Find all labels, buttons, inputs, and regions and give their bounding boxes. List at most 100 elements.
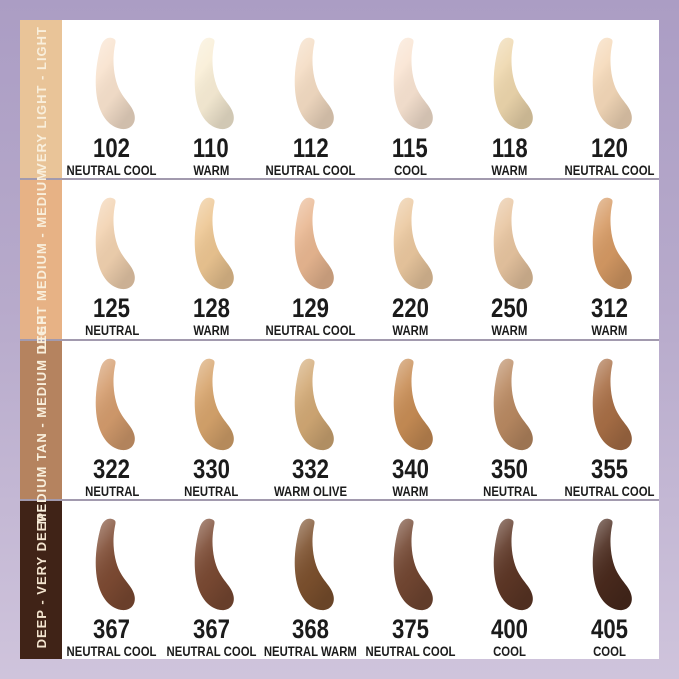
swatch-cell: 115 COOL	[361, 20, 461, 178]
shade-undertone: NEUTRAL COOL	[564, 163, 655, 179]
concealer-swoosh-icon	[294, 37, 334, 130]
swatch-cell: 120 NEUTRAL COOL	[560, 20, 660, 178]
shade-undertone: NEUTRAL COOL	[66, 643, 157, 659]
shade-number: 332	[292, 453, 330, 484]
shade-undertone: NEUTRAL COOL	[265, 323, 356, 339]
shade-number: 330	[192, 453, 230, 484]
concealer-swoosh-icon	[493, 518, 533, 610]
swatch-cell: 112 NEUTRAL COOL	[261, 20, 361, 178]
swatch-cell: 368 NEUTRAL WARM	[261, 501, 361, 659]
shade-number: 400	[491, 613, 529, 644]
row-swatches: 322 NEUTRAL 330 NEUTRAL 332 WARM OLIVE 3…	[62, 341, 659, 499]
concealer-swoosh-icon	[95, 358, 135, 450]
swatch-cell: 129 NEUTRAL COOL	[261, 180, 361, 338]
swatch-cell: 118 WARM	[460, 20, 560, 178]
shade-undertone: COOL	[393, 163, 427, 179]
swatch-cell: 125 NEUTRAL	[62, 180, 162, 338]
concealer-swoosh-icon	[194, 518, 235, 610]
concealer-swoosh-icon	[95, 197, 135, 290]
shade-undertone: WARM OLIVE	[274, 483, 348, 499]
shade-undertone: WARM	[392, 483, 429, 499]
shade-number: 355	[590, 453, 628, 484]
concealer-swoosh-icon	[592, 37, 633, 130]
shade-number: 115	[392, 133, 429, 164]
row-swatches: 102 NEUTRAL COOL 110 WARM 112 NEUTRAL CO…	[62, 20, 659, 178]
swatch-cell: 405 COOL	[560, 501, 660, 659]
swatch-cell: 355 NEUTRAL COOL	[560, 341, 660, 499]
shade-number: 322	[93, 453, 131, 484]
row-sidebar: MEDIUM TAN - MEDIUM DEEP	[20, 315, 62, 524]
shade-undertone: NEUTRAL COOL	[166, 643, 257, 659]
shade-number: 125	[93, 293, 131, 324]
row-sidebar: DEEP - VERY DEEP	[20, 500, 62, 659]
shade-undertone: WARM	[392, 323, 429, 339]
shade-number: 368	[292, 613, 330, 644]
concealer-swoosh-icon	[592, 518, 633, 610]
shade-number: 102	[93, 133, 131, 164]
swatch-cell: 400 COOL	[460, 501, 560, 659]
concealer-swoosh-icon	[194, 37, 235, 130]
shade-undertone: NEUTRAL	[184, 483, 239, 499]
swatch-cell: 128 WARM	[162, 180, 262, 338]
swatch-cell: 350 NEUTRAL	[460, 341, 560, 499]
shade-undertone: WARM	[491, 323, 528, 339]
shade-number: 367	[93, 613, 131, 644]
swatch-cell: 332 WARM OLIVE	[261, 341, 361, 499]
concealer-swoosh-icon	[393, 358, 434, 450]
concealer-swoosh-icon	[393, 197, 434, 290]
swatch-cell: 220 WARM	[361, 180, 461, 338]
swatch-cell: 322 NEUTRAL	[62, 341, 162, 499]
shade-number: 405	[590, 613, 628, 644]
row-label: VERY LIGHT - LIGHT	[33, 26, 49, 173]
swatch-cell: 367 NEUTRAL COOL	[162, 501, 262, 659]
swatch-cell: 110 WARM	[162, 20, 262, 178]
shade-undertone: NEUTRAL COOL	[66, 163, 157, 179]
concealer-swoosh-icon	[493, 197, 533, 290]
concealer-swoosh-icon	[95, 37, 135, 130]
swatch-cell: 375 NEUTRAL COOL	[361, 501, 461, 659]
concealer-swoosh-icon	[393, 518, 434, 610]
swatch-cell: 102 NEUTRAL COOL	[62, 20, 162, 178]
shade-number: 250	[491, 293, 529, 324]
shade-row: VERY LIGHT - LIGHT 102 NEUTRAL COOL 110 …	[20, 20, 659, 181]
shade-number: 110	[193, 133, 230, 164]
concealer-swoosh-icon	[493, 358, 533, 450]
concealer-swoosh-icon	[294, 518, 334, 610]
shade-number: 312	[590, 293, 628, 324]
shade-undertone: WARM	[491, 163, 528, 179]
shade-chart: VERY LIGHT - LIGHT 102 NEUTRAL COOL 110 …	[20, 20, 659, 659]
concealer-swoosh-icon	[194, 197, 235, 290]
shade-number: 129	[292, 293, 330, 324]
swatch-cell: 250 WARM	[460, 180, 560, 338]
concealer-swoosh-icon	[393, 37, 434, 130]
shade-number: 340	[391, 453, 429, 484]
swatch-cell: 330 NEUTRAL	[162, 341, 262, 499]
swatch-cell: 340 WARM	[361, 341, 461, 499]
row-swatches: 367 NEUTRAL COOL 367 NEUTRAL COOL 368 NE…	[62, 501, 659, 659]
shade-undertone: NEUTRAL	[84, 483, 139, 499]
concealer-swoosh-icon	[592, 358, 633, 450]
shade-number: 128	[192, 293, 230, 324]
swatch-cell: 367 NEUTRAL COOL	[62, 501, 162, 659]
shade-undertone: NEUTRAL	[84, 323, 139, 339]
shade-row: LIGHT MEDIUM - MEDIUM 125 NEUTRAL 128 WA…	[20, 169, 659, 350]
shade-number: 220	[391, 293, 429, 324]
shade-undertone: COOL	[592, 643, 626, 659]
shade-undertone: WARM	[193, 163, 230, 179]
shade-row: MEDIUM TAN - MEDIUM DEEP 322 NEUTRAL 330…	[20, 315, 659, 524]
concealer-swoosh-icon	[194, 358, 235, 450]
shade-undertone: NEUTRAL WARM	[264, 643, 358, 659]
shade-undertone: NEUTRAL COOL	[265, 163, 356, 179]
shade-number: 120	[590, 133, 628, 164]
concealer-swoosh-icon	[592, 197, 633, 290]
swatch-cell: 312 WARM	[560, 180, 660, 338]
row-sidebar: VERY LIGHT - LIGHT	[20, 20, 62, 179]
row-label: MEDIUM TAN - MEDIUM DEEP	[33, 314, 49, 525]
row-swatches: 125 NEUTRAL 128 WARM 129 NEUTRAL COOL 22…	[62, 180, 659, 338]
shade-number: 118	[491, 133, 528, 164]
shade-number: 375	[391, 613, 429, 644]
shade-undertone: WARM	[591, 323, 628, 339]
shade-number: 350	[491, 453, 529, 484]
concealer-swoosh-icon	[493, 37, 533, 130]
